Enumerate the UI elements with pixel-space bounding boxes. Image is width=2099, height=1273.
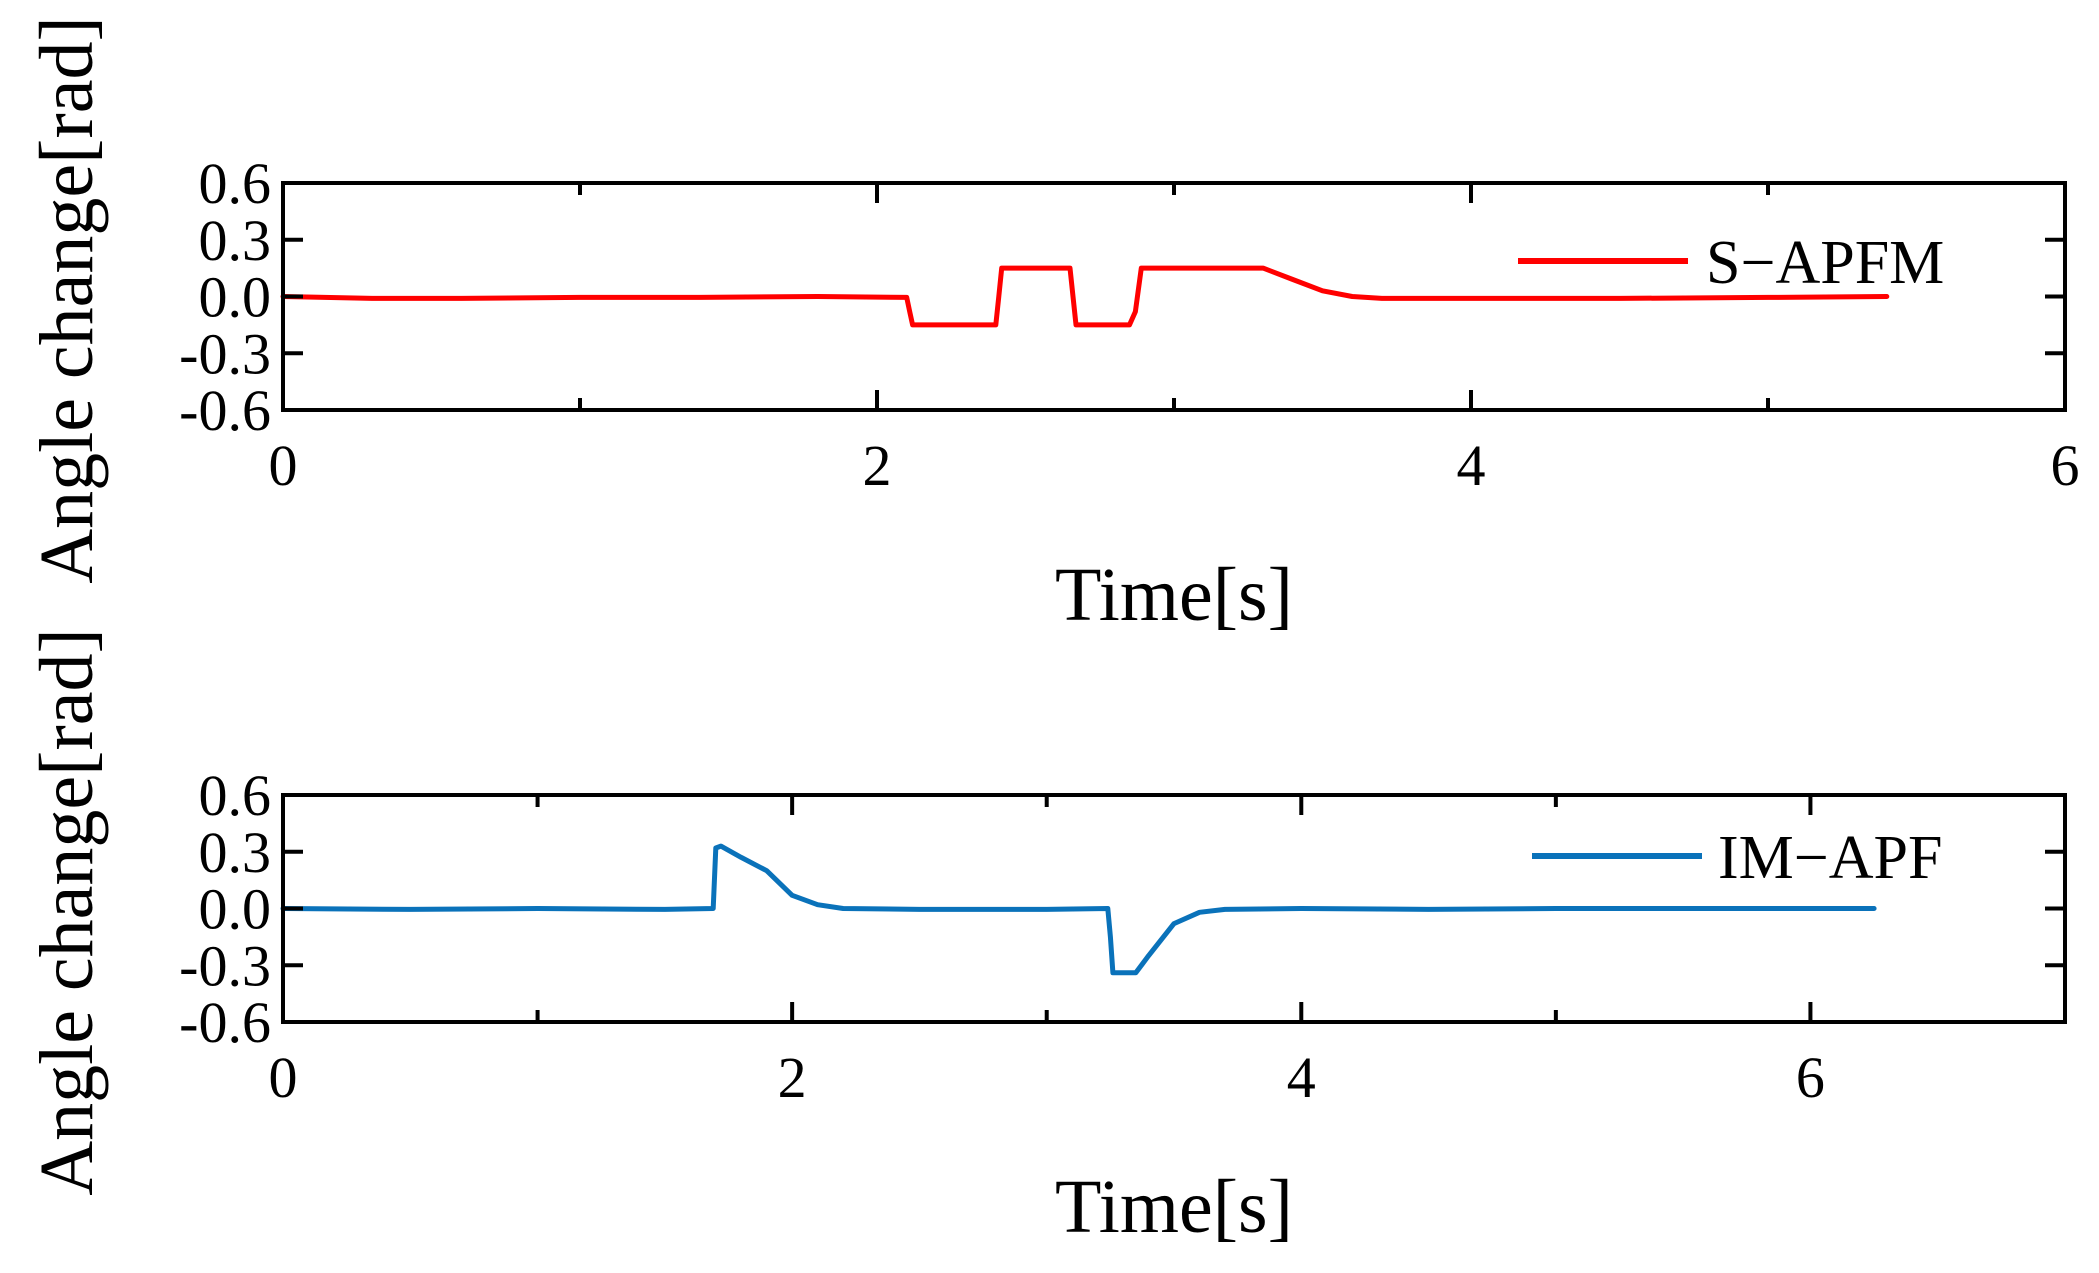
panel-1-xtick-label: 0 — [269, 433, 298, 498]
panel-2-xtick-label: 4 — [1287, 1045, 1316, 1110]
panel-1-ticks: 0 2 4 6 0.60.30.0-0.3-0.6 — [179, 151, 2079, 498]
panel-2-xtick-label: 0 — [269, 1045, 298, 1110]
panel-1-legend: S−APFM — [1518, 229, 1944, 297]
panel-1-xtick-label: 6 — [2051, 433, 2080, 498]
panel-2-ytick-label: 0.6 — [199, 763, 272, 828]
panel-1-ytick-label: 0.0 — [199, 265, 272, 330]
panel-1-ytick-label: 0.6 — [199, 151, 272, 216]
panel-2-xtick-label: 6 — [1796, 1045, 1825, 1110]
panel-2-legend-label: IM−APF — [1718, 824, 1942, 892]
panel-2-xtick-label: 2 — [778, 1045, 807, 1110]
panel-2-xlabel: Time[s] — [1055, 1165, 1293, 1249]
panel-1-ytick-label: -0.6 — [179, 378, 271, 443]
panel-1-ylabel: Angle change[rad] — [25, 16, 109, 584]
panel-2-series — [280, 843, 1877, 976]
panel-2: 0 2 4 6 0.60.30.0-0.3-0.6 IM−APF Time[s] Ang… — [25, 628, 2067, 1249]
panel-2-ytick-label: -0.6 — [179, 990, 271, 1055]
panel-2-series-line-0 — [280, 843, 1877, 976]
panel-2-ytick-label: 0.3 — [199, 820, 272, 885]
panel-2-ytick-label: -0.3 — [179, 933, 271, 998]
panel-1-series-line-0 — [280, 265, 1890, 328]
panel-2-ytick-label: 0.0 — [199, 877, 272, 942]
panel-1-series — [280, 265, 1890, 328]
panel-2-ticks: 0 2 4 6 0.60.30.0-0.3-0.6 — [179, 763, 2067, 1110]
panel-1-xlabel: Time[s] — [1055, 553, 1293, 637]
panel-1-ytick-label: -0.3 — [179, 321, 271, 386]
panel-1-legend-label: S−APFM — [1706, 229, 1944, 297]
panel-2-ylabel: Angle change[rad] — [25, 628, 109, 1196]
panel-1-xtick-label: 2 — [863, 433, 892, 498]
panel-1: 0 2 4 6 0.60.30.0-0.3-0.6 S−APFM Time[s] Ang… — [25, 16, 2080, 637]
panel-1-ytick-label: 0.3 — [199, 208, 272, 273]
panel-1-xtick-label: 4 — [1457, 433, 1486, 498]
panel-2-legend: IM−APF — [1532, 824, 1942, 892]
